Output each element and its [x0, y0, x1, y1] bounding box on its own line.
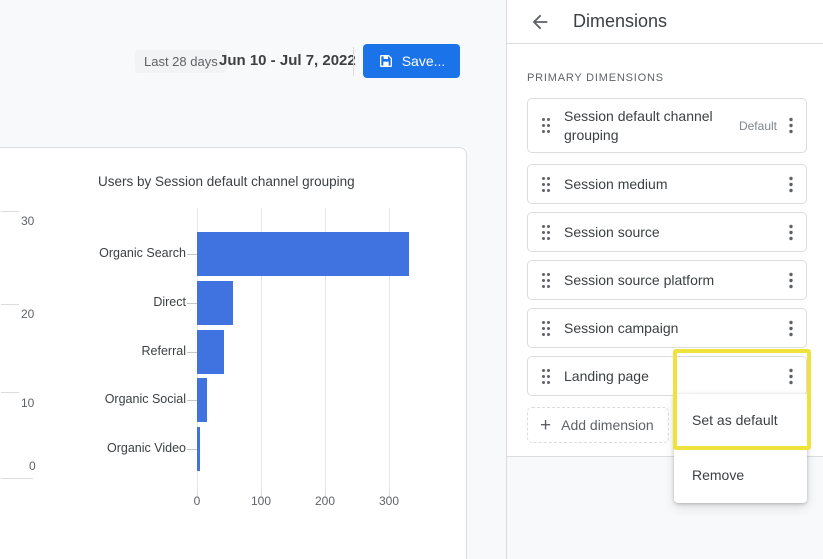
save-button[interactable]: Save...	[363, 44, 460, 78]
chart-gridline	[389, 208, 390, 491]
more-options-icon[interactable]	[789, 176, 793, 193]
axis-tick	[325, 491, 326, 498]
category-label: Direct	[153, 295, 186, 309]
date-range-text[interactable]: Jun 10 - Jul 7, 2022	[219, 52, 356, 69]
x-axis-tick-label: 100	[250, 494, 272, 508]
y-axis-tick-label: 20	[21, 307, 35, 321]
dimension-label: Session campaign	[564, 319, 679, 336]
date-preset-chip[interactable]: Last 28 days	[135, 50, 227, 73]
add-dimension-button[interactable]: + Add dimension	[527, 407, 669, 443]
menu-item-set-as-default[interactable]: Set as default	[692, 412, 778, 428]
axis-tick	[197, 491, 198, 498]
dimension-label: Session default channel grouping	[564, 107, 713, 143]
toolbar-divider	[353, 47, 354, 76]
panel-header: Dimensions	[507, 0, 823, 43]
y-axis-tick-label: 30	[21, 214, 35, 228]
category-label: Organic Social	[104, 392, 186, 406]
dimension-item-session-medium[interactable]: Session medium	[527, 164, 807, 204]
panel-section-divider	[507, 456, 823, 457]
more-options-icon[interactable]	[789, 272, 793, 289]
drag-handle-icon[interactable]	[541, 320, 551, 337]
drag-handle-icon[interactable]	[541, 368, 551, 385]
category-label: Organic Video	[107, 441, 186, 455]
x-axis-tick-label: 0	[193, 494, 201, 508]
category-tick	[187, 303, 197, 304]
context-menu: Set as default Remove	[674, 394, 807, 503]
back-arrow-icon[interactable]	[529, 11, 551, 33]
category-tick	[187, 449, 197, 450]
main-area: Last 28 days Jun 10 - Jul 7, 2022 Save..…	[0, 44, 467, 559]
more-options-icon[interactable]	[789, 117, 793, 134]
bar-organic-social	[197, 378, 207, 422]
more-options-icon[interactable]	[789, 224, 793, 241]
bar-direct	[197, 281, 233, 325]
y-axis-tick-label: 0	[29, 459, 36, 473]
y-axis-tick	[1, 478, 33, 479]
axis-tick	[261, 491, 262, 498]
drag-handle-icon[interactable]	[541, 117, 551, 134]
default-badge: Default	[738, 118, 777, 133]
primary-dimensions-label: PRIMARY DIMENSIONS	[527, 72, 664, 84]
dimension-item-session-campaign[interactable]: Session campaign	[527, 308, 807, 348]
panel-title: Dimensions	[573, 11, 668, 31]
drag-handle-icon[interactable]	[541, 176, 551, 193]
menu-item-remove[interactable]: Remove	[674, 446, 807, 503]
bar-organic-search	[197, 232, 409, 276]
category-tick	[187, 254, 197, 255]
category-label: Organic Search	[99, 246, 186, 260]
dimensions-panel: Dimensions PRIMARY DIMENSIONS Session de…	[507, 0, 823, 559]
dimension-item-session-default-channel-grouping[interactable]: Session default channel grouping Default	[527, 98, 807, 153]
dimension-item-session-source-platform[interactable]: Session source platform	[527, 260, 807, 300]
content-panel-divider	[506, 0, 507, 559]
y-axis-tick	[1, 392, 19, 393]
more-options-icon[interactable]	[789, 320, 793, 337]
dimension-label: Session source	[564, 223, 660, 240]
chart-gridline	[325, 208, 326, 491]
chart-gridline	[261, 208, 262, 491]
more-options-icon[interactable]	[789, 368, 793, 385]
dimension-item-landing-page[interactable]: Landing page	[527, 356, 807, 396]
y-axis-tick	[1, 304, 19, 305]
category-label: Referral	[141, 344, 186, 358]
bar-organic-video	[197, 427, 200, 471]
category-tick	[187, 352, 197, 353]
drag-handle-icon[interactable]	[541, 272, 551, 289]
dimension-label: Landing page	[564, 367, 649, 384]
dimension-label: Session medium	[564, 175, 668, 192]
y-axis-tick	[1, 211, 19, 212]
x-axis-tick-label: 300	[378, 494, 400, 508]
report-card: Users by Session default channel groupin…	[0, 147, 467, 559]
chart-title: Users by Session default channel groupin…	[98, 174, 355, 189]
save-button-label: Save...	[401, 53, 446, 69]
y-axis-tick-label: 10	[21, 396, 35, 410]
panel-header-divider	[507, 43, 823, 44]
bar-referral	[197, 330, 224, 374]
dimension-label: Session source platform	[564, 271, 715, 288]
add-dimension-label: Add dimension	[561, 417, 654, 433]
plus-icon: +	[540, 414, 552, 436]
category-tick	[187, 400, 197, 401]
dimension-item-session-source[interactable]: Session source	[527, 212, 807, 252]
save-icon	[378, 53, 394, 69]
x-axis-tick-label: 200	[314, 494, 336, 508]
axis-tick	[389, 491, 390, 498]
drag-handle-icon[interactable]	[541, 224, 551, 241]
